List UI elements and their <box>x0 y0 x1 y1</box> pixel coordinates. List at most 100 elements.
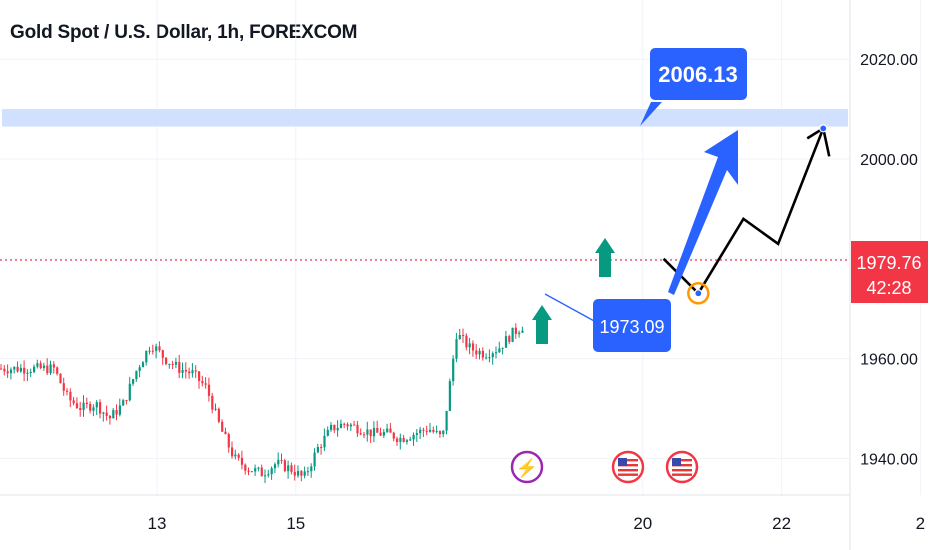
candle-body <box>23 367 26 374</box>
candle-body <box>511 327 514 342</box>
entry-callout[interactable]: 1973.09 <box>593 299 671 352</box>
candle-body <box>382 432 385 436</box>
candle-body <box>432 429 435 432</box>
candle-body <box>270 468 273 475</box>
us-flag-icon <box>672 458 692 476</box>
candle-body <box>33 366 36 372</box>
candle-body <box>224 431 227 435</box>
candle-body <box>359 433 362 435</box>
time-tick-label: 2 <box>916 514 925 533</box>
current-price-value: 1979.76 <box>856 253 921 273</box>
candle-body <box>452 358 455 382</box>
candle-body <box>168 363 171 365</box>
candle-body <box>323 435 326 448</box>
candle-body <box>221 421 224 432</box>
candle-body <box>161 350 164 358</box>
entry-ring <box>687 282 710 305</box>
candle-body <box>254 468 257 472</box>
time-axis[interactable]: 13 15 20 22 2 <box>148 514 926 533</box>
entry-dot <box>694 289 703 298</box>
candle-body <box>297 471 300 476</box>
entry-marker[interactable] <box>687 282 710 305</box>
candle-body <box>132 379 135 384</box>
candle-body <box>458 334 461 340</box>
candle-body <box>198 371 201 382</box>
candle-body <box>0 368 3 370</box>
candle-body <box>79 407 82 410</box>
candle-body <box>165 357 168 364</box>
candle-body <box>36 363 39 367</box>
candle-body <box>501 347 504 349</box>
candle-body <box>471 343 475 351</box>
candle-body <box>227 434 230 448</box>
candle-body <box>29 371 32 373</box>
candle-body <box>442 430 445 435</box>
candle-body <box>366 429 369 435</box>
candle-body <box>283 460 286 472</box>
candle-body <box>468 343 471 348</box>
candle-body <box>429 429 432 432</box>
candle-body <box>204 383 207 385</box>
candle-body <box>316 446 319 453</box>
resistance-zone[interactable] <box>2 109 848 127</box>
candle-body <box>300 471 303 476</box>
candle-body <box>462 334 465 336</box>
candle-body <box>372 428 376 437</box>
candle-body <box>422 429 425 431</box>
candle-body <box>287 465 290 472</box>
candle-body <box>95 402 98 408</box>
candle-body <box>389 428 392 433</box>
price-tick-label: 2000.00 <box>860 152 918 169</box>
candle-body <box>343 423 346 425</box>
event-us-flag-2[interactable] <box>665 450 699 484</box>
candle-body <box>273 464 277 469</box>
candle-body <box>339 423 343 428</box>
candle-body <box>330 424 333 430</box>
candle-body <box>56 367 59 374</box>
candle-body <box>184 369 187 372</box>
candle-body <box>475 350 478 355</box>
candle-body <box>498 348 501 353</box>
candle-body <box>485 357 488 359</box>
candle-body <box>171 363 174 365</box>
candle-body <box>145 351 148 363</box>
candle-body <box>303 471 306 476</box>
candle-body <box>277 459 280 465</box>
candle-body <box>310 466 313 472</box>
event-us-flag-1[interactable] <box>611 450 645 484</box>
candle-body <box>155 346 158 351</box>
price-tick-label: 2020.00 <box>860 52 918 69</box>
time-tick-label: 15 <box>286 514 305 533</box>
candle-body <box>102 412 105 414</box>
candle-body <box>26 372 29 374</box>
candle-body <box>66 390 69 392</box>
candle-body <box>481 350 484 358</box>
candle-body <box>188 371 191 374</box>
event-lightning[interactable]: ⚡ <box>510 450 544 484</box>
bar-countdown: 42:28 <box>866 278 911 298</box>
target-callout[interactable]: 2006.13 <box>640 48 747 126</box>
candle-body <box>135 370 138 380</box>
candle-body <box>488 357 491 359</box>
candle-body <box>92 407 95 411</box>
candle-body <box>349 424 352 427</box>
candle-body <box>105 412 108 416</box>
candle-body <box>39 363 42 369</box>
candle-body <box>369 429 372 437</box>
candle-body <box>379 432 382 436</box>
candle-body <box>336 427 339 431</box>
candle-body <box>138 367 141 371</box>
candle-body <box>89 403 92 411</box>
candle-body <box>478 350 481 355</box>
candle-body <box>504 336 508 348</box>
candle-body <box>264 475 267 477</box>
candle-body <box>59 373 62 384</box>
candle-body <box>402 437 405 442</box>
candle-body <box>250 471 253 473</box>
candle-body <box>6 371 9 374</box>
blue-trend-arrow <box>668 130 738 295</box>
candle-body <box>257 467 260 469</box>
time-tick-label: 22 <box>772 514 791 533</box>
